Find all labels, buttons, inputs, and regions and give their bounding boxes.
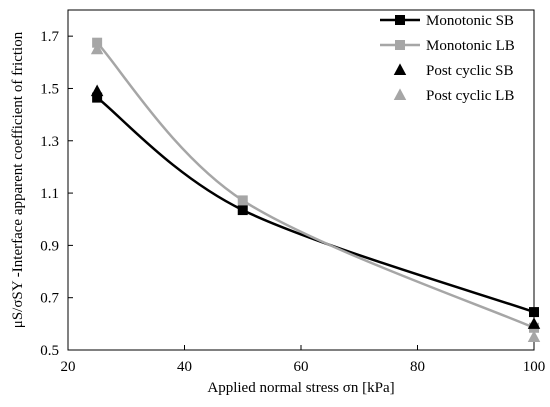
y-tick-label-3: 1.1: [40, 186, 59, 202]
legend-label-3: Post cyclic LB: [426, 88, 514, 104]
legend-label-0: Monotonic SB: [426, 13, 514, 29]
y-axis-title: μS/σSY -Interface apparent coefficient o…: [10, 31, 26, 328]
y-tick-label-1: 0.7: [40, 291, 59, 307]
legend-layer: Monotonic SB Monotonic LB Post cyclic SB Po…: [380, 13, 515, 104]
y-tick-label-4: 1.3: [40, 134, 59, 150]
x-tick-label-2: 60: [294, 359, 309, 375]
axes-layer: 20 40 60 80 100 0.5 0.7 0.9 1.1 1.3 1.5 1.7: [40, 29, 545, 375]
x-tick-label-0: 20: [61, 359, 76, 375]
y-tick-label-5: 1.5: [40, 81, 59, 97]
series-point-0-1: [237, 205, 248, 216]
legend-label-1: Monotonic LB: [426, 38, 515, 54]
legend-marker-0: [395, 15, 405, 25]
legend-label-2: Post cyclic SB: [426, 63, 514, 79]
series-point-3-1: [527, 330, 541, 342]
series-layer: [90, 37, 541, 342]
x-tick-label-3: 80: [410, 359, 425, 375]
x-tick-label-1: 40: [177, 359, 192, 375]
series-point-2-1: [527, 317, 541, 329]
series-point-1-1: [237, 195, 248, 206]
legend-marker-1: [395, 40, 405, 50]
series-point-0-2: [529, 307, 539, 318]
legend-marker-2: [393, 63, 407, 76]
series-line-0: [95, 96, 536, 314]
y-tick-label-6: 1.7: [40, 29, 59, 45]
x-tick-label-4: 100: [523, 359, 546, 375]
series-point-2-0: [90, 84, 104, 97]
y-tick-label-0: 0.5: [40, 343, 59, 359]
x-axis-title: Applied normal stress σn [kPa]: [207, 380, 394, 396]
series-line-1: [95, 41, 536, 330]
series-point-3-0: [90, 42, 104, 55]
y-tick-label-2: 0.9: [40, 238, 59, 254]
legend-marker-3: [393, 88, 407, 101]
series-point-0-0: [92, 92, 103, 103]
